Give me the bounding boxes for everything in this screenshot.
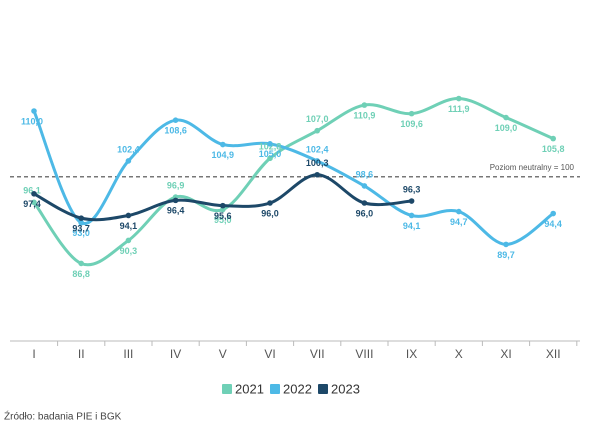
point <box>408 110 415 117</box>
value-label: 109,6 <box>400 119 423 129</box>
point <box>220 141 226 148</box>
value-label: 94,1 <box>403 221 421 231</box>
value-label: 104,9 <box>212 150 235 160</box>
legend-swatch <box>270 384 280 394</box>
point <box>314 127 321 134</box>
value-label: 105,0 <box>259 149 282 159</box>
point <box>31 199 37 206</box>
value-label: 96,0 <box>261 208 279 218</box>
point <box>172 197 179 204</box>
value-label: 93,7 <box>72 223 90 233</box>
value-label: 96,1 <box>23 186 41 196</box>
point <box>408 198 415 204</box>
point <box>31 191 37 197</box>
point <box>550 210 556 217</box>
value-label: 96,3 <box>403 184 421 194</box>
value-label: 94,1 <box>120 221 138 231</box>
value-label: 111,9 <box>448 104 470 114</box>
x-tick-label: IV <box>170 347 181 361</box>
x-tick-label: II <box>78 347 85 361</box>
reference-label: Poziom neutralny = 100 <box>490 163 575 172</box>
value-label: 95,6 <box>214 211 232 221</box>
value-label: 100,3 <box>306 158 329 168</box>
point <box>267 200 273 206</box>
point <box>125 212 132 219</box>
value-label: 93,0 <box>72 228 90 238</box>
point <box>78 219 84 226</box>
value-label: 105,8 <box>542 144 565 154</box>
legend-label: 2022 <box>283 381 312 396</box>
point <box>456 208 462 215</box>
legend-label: 2021 <box>235 381 264 396</box>
value-label: 95,0 <box>214 215 232 225</box>
value-label: 98,6 <box>356 169 374 179</box>
point <box>267 155 273 162</box>
value-label: 86,8 <box>72 269 90 279</box>
value-label: 90,3 <box>120 246 138 256</box>
x-tick-label: XI <box>500 347 511 361</box>
point <box>550 135 556 142</box>
value-label: 96,4 <box>167 206 185 216</box>
value-label: 109,0 <box>495 123 518 133</box>
point <box>172 117 179 123</box>
point <box>314 171 321 178</box>
x-tick-label: VII <box>310 347 325 361</box>
value-label: 94,7 <box>450 217 468 227</box>
point <box>456 95 462 102</box>
point <box>31 108 37 114</box>
value-label: 110,9 <box>353 110 375 120</box>
value-label: 110,0 <box>21 116 43 126</box>
point <box>503 241 509 248</box>
x-tick-label: XII <box>546 347 561 361</box>
value-label: 102,4 <box>306 144 329 154</box>
legend-label: 2023 <box>331 381 360 396</box>
point <box>267 141 273 147</box>
value-label: 96,0 <box>356 208 374 218</box>
point <box>125 158 132 164</box>
point <box>78 215 84 221</box>
value-label: 107,0 <box>306 114 329 124</box>
x-tick-label: I <box>32 347 35 361</box>
x-tick-label: IX <box>406 347 417 361</box>
point <box>361 183 368 189</box>
point <box>361 200 368 206</box>
value-label: 108,6 <box>164 126 187 136</box>
value-label: 102,8 <box>259 142 282 152</box>
value-label: 89,7 <box>497 250 515 260</box>
value-label: 102,4 <box>117 144 140 154</box>
value-label: 96,9 <box>167 180 185 190</box>
x-tick-label: VI <box>264 347 275 361</box>
point <box>408 212 415 219</box>
value-label: 97,4 <box>23 199 41 209</box>
point <box>220 202 226 209</box>
point <box>220 206 226 213</box>
line <box>32 97 554 267</box>
x-tick-label: VIII <box>355 347 373 361</box>
x-tick-label: X <box>455 347 463 361</box>
x-tick-label: III <box>123 347 133 361</box>
source: Źródło: badania PIE i BGK <box>4 410 122 423</box>
x-tick-label: V <box>219 347 227 361</box>
point <box>78 260 84 267</box>
point <box>314 158 321 164</box>
legend-swatch <box>222 384 232 394</box>
point <box>503 114 509 121</box>
point <box>125 237 132 244</box>
line <box>32 110 555 246</box>
legend-swatch <box>318 384 328 394</box>
point <box>361 102 368 108</box>
value-label: 94,4 <box>544 219 562 229</box>
